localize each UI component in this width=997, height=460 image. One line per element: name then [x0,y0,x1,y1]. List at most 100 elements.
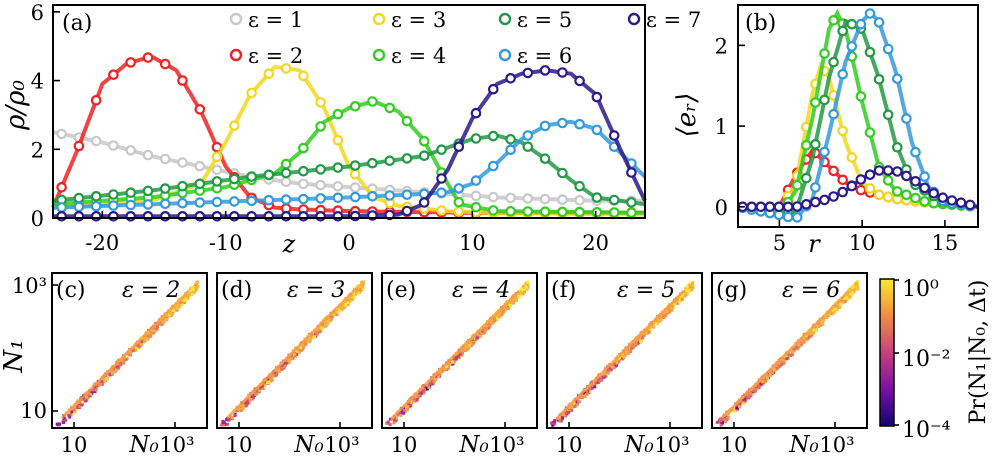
data-point [349,101,361,112]
heatmap-cell [284,361,288,365]
data-point [73,211,85,222]
heatmap-cell [630,346,634,350]
heatmap-cell [445,365,449,368]
heatmap-cell [225,417,229,420]
data-point [591,91,603,103]
series-line-2 [737,8,979,218]
data-point [964,199,976,211]
heatmap-cell [634,341,638,345]
data-point [864,127,876,138]
heatmap-cell [512,301,516,305]
heatmap-cell [142,340,146,344]
heatmap-cell [847,295,851,299]
heatmap-cell [851,287,855,290]
heatmap-label: (d) [221,278,252,303]
data-point [453,141,465,152]
heatmap-label: (f) [551,278,576,303]
heatmap-cell [146,336,150,340]
heatmap-cell [309,337,312,341]
heatmap-cell [76,405,80,409]
heatmap-cell [320,327,324,331]
heatmap-cell [783,357,787,361]
heatmap-cell [493,318,497,321]
heatmap-cell [676,301,680,305]
heatmap-cell [487,326,491,330]
data-point [910,146,921,158]
heatmap-cell [655,322,659,326]
heatmap-cell [339,305,342,309]
heatmap-cell [498,311,502,315]
heatmap-cell [715,420,719,424]
heatmap-cell [288,358,291,362]
data-point [522,141,534,152]
heatmap-cell [613,364,617,368]
data-point [142,185,154,197]
data-point [90,191,102,202]
data-point [332,211,344,222]
heatmap-cell [192,288,196,292]
heatmap-cell [855,286,859,290]
heatmap-cell [685,288,689,292]
data-point [177,211,188,222]
heatmap-cell [353,292,357,296]
heatmap-title: ε = 2 [122,278,180,303]
heatmap-cell [186,296,190,299]
heatmap-cell [473,336,477,340]
heatmap-cell [87,396,90,400]
data-point [418,150,430,161]
heatmap-cell [568,408,571,412]
heatmap-label: (e) [386,278,416,303]
heatmap-cell [393,419,397,423]
heatmap-cell [431,382,435,386]
heatmap-cell [165,317,169,321]
data-point [837,125,848,137]
heatmap-cell [126,352,130,356]
heatmap-cell [255,391,259,395]
heatmap-cell [559,416,563,420]
heatmap-cell [304,343,308,346]
data-point [891,73,903,84]
heatmap-cell [743,397,747,401]
data-point [384,102,395,114]
heatmap-cell [175,308,179,312]
heatmap-cell [570,405,574,409]
heatmap-cell [829,311,833,315]
heatmap-diagonal [720,289,851,420]
data-point [810,182,821,193]
heatmap-cell [732,409,736,413]
heatmap-cell [851,284,855,288]
heatmap-cell [523,288,527,292]
heatmap-cell [331,314,335,318]
data-point [349,182,361,193]
data-point [90,135,102,147]
heatmap-cell [295,352,299,356]
panel-a-ytick-label: 0 [31,207,44,231]
heatmap-cell [388,417,392,421]
legend-marker [372,12,386,26]
heatmap-cell [680,297,684,301]
heatmap-cell [177,304,181,308]
heatmap-label: (c) [56,278,86,303]
heatmap-cell [509,300,513,304]
heatmap-cell [242,406,245,409]
heatmap-cell [817,324,821,328]
heatmap-cell [247,400,251,404]
data-point [280,167,292,179]
heatmap-cell [427,383,431,387]
heatmap-cell [432,380,436,384]
data-point [557,167,568,179]
heatmap-xtick-high: 10³ [489,433,524,457]
heatmap-cell [443,367,447,371]
heatmap-cell [810,331,814,335]
heatmap-cell [463,347,467,351]
heatmap-cell [670,306,674,310]
heatmap-xtick-low: 10 [226,433,253,457]
panel-a-xtick-label: -10 [209,231,243,255]
heatmap-cell [667,309,671,313]
heatmap-cell [629,349,633,353]
data-point [229,173,240,185]
heatmap-cell [746,395,750,399]
series-line-6 [53,68,647,219]
